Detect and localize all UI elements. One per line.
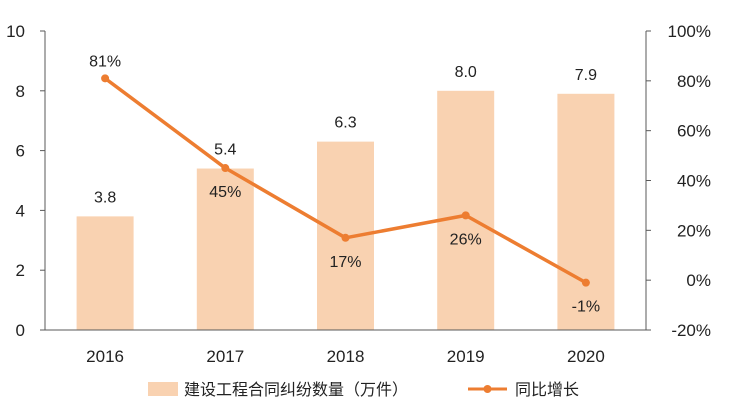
- growth-value-label: 26%: [450, 231, 482, 248]
- bar-value-label: 7.9: [575, 67, 597, 84]
- y-right-tick-label: -20%: [671, 321, 711, 340]
- bar-2017: [196, 168, 254, 330]
- bar-2019: [437, 90, 495, 330]
- x-tick-label: 2018: [327, 347, 365, 366]
- y-left-tick-label: 4: [16, 201, 25, 220]
- bar-value-label: 5.4: [214, 142, 236, 159]
- bar-2020: [557, 93, 615, 330]
- legend-line-label: 同比增长: [515, 380, 579, 399]
- x-tick-label: 2020: [567, 347, 605, 366]
- growth-point-2019: [461, 211, 470, 220]
- x-tick-label: 2016: [86, 347, 124, 366]
- y-left-tick-label: 6: [16, 142, 25, 161]
- growth-value-label: 17%: [329, 254, 361, 271]
- legend-bar-swatch: [148, 382, 178, 396]
- bar-value-label: 8.0: [455, 64, 477, 81]
- y-right-tick-label: 100%: [668, 22, 711, 41]
- bar-2016: [76, 216, 134, 330]
- growth-point-2020: [581, 278, 590, 287]
- y-left-tick-label: 2: [16, 261, 25, 280]
- y-right-tick-label: 60%: [677, 122, 711, 141]
- y-right-tick-label: 20%: [677, 221, 711, 240]
- legend-line-marker: [483, 385, 492, 393]
- growth-point-2018: [341, 233, 350, 242]
- growth-point-2016: [101, 74, 110, 83]
- growth-value-label: 45%: [209, 184, 241, 201]
- bar-value-label: 3.8: [94, 189, 116, 206]
- y-right-tick-label: 40%: [677, 172, 711, 191]
- growth-value-label: 81%: [89, 53, 121, 70]
- growth-point-2017: [221, 164, 230, 173]
- y-left-tick-label: 0: [16, 321, 25, 340]
- x-tick-label: 2019: [447, 347, 485, 366]
- y-right-tick-label: 0%: [686, 271, 711, 290]
- y-left-tick-label: 10: [6, 22, 25, 41]
- growth-value-label: -1%: [572, 299, 600, 316]
- y-right-tick-label: 80%: [677, 72, 711, 91]
- legend-bar-label: 建设工程合同纠纷数量（万件）: [184, 380, 408, 399]
- bar-value-label: 6.3: [334, 115, 356, 132]
- x-tick-label: 2017: [206, 347, 244, 366]
- y-left-tick-label: 8: [16, 82, 25, 101]
